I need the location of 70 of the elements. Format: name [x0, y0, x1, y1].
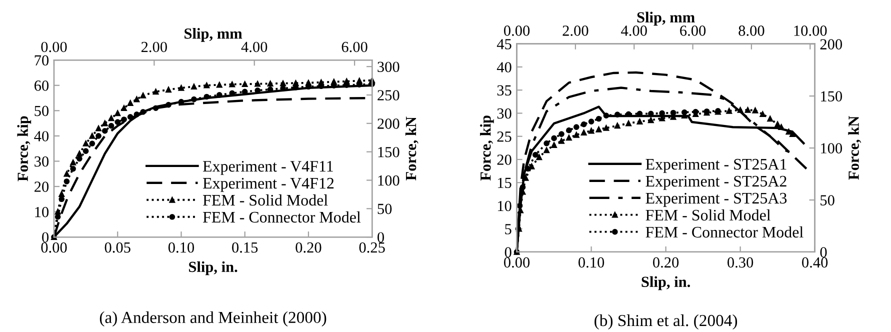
y-tick-label: 40 [34, 131, 49, 142]
legend-label: FEM - Connector Model [646, 226, 804, 238]
x2-tick-label: 8.00 [738, 26, 764, 36]
y-tick-label: 10 [35, 206, 49, 218]
y-tick-label: 20 [497, 154, 512, 165]
y-tick-label: 0 [42, 232, 49, 242]
y-tick-label: 20 [34, 182, 49, 192]
y-tick-label: 0 [504, 247, 512, 258]
y-tick-label: 15 [498, 178, 512, 188]
x-tick-label: 0.20 [296, 242, 322, 253]
y2-tick-label: 200 [378, 118, 400, 129]
y-tick-label: 30 [497, 108, 512, 119]
text: (a) Anderson and Meinheit (2000) [100, 311, 326, 326]
y-axis-title: Force, kip [17, 116, 32, 182]
legend-label: FEM - Solid Model [646, 209, 771, 221]
y2-axis-title: Force, kN [848, 116, 862, 180]
x-axis-title: Slip, in. [642, 276, 690, 290]
x-tick-label: 0.00 [41, 242, 67, 253]
x2-tick-label: 4.00 [241, 42, 268, 52]
x-tick-label: 0.10 [578, 257, 604, 268]
y-tick-label: 10 [498, 200, 512, 212]
y-tick-label: 50 [34, 106, 49, 116]
legend-label: Experiment - ST25A3 [646, 192, 787, 207]
y2-tick-label: 250 [378, 90, 400, 100]
x-tick-label: 0.30 [728, 257, 754, 268]
y-tick-label: 45 [496, 39, 512, 50]
legend-label: Experiment - ST25A2 [646, 176, 786, 190]
x2-axis-title: Slip, mm [637, 12, 695, 26]
legend-label: FEM - Solid Model [202, 194, 328, 206]
y2-tick-label: 50 [378, 204, 392, 214]
x-tick-label: 0.05 [104, 242, 130, 253]
x2-tick-label: 6.00 [342, 42, 368, 52]
y2-tick-label: 100 [821, 143, 842, 154]
y-tick-label: 60 [34, 80, 49, 91]
y2-axis-title: Force, kN [405, 116, 418, 180]
x-tick-label: 0.15 [232, 242, 258, 253]
x-tick-label: 0.40 [802, 257, 828, 268]
x2-tick-label: 6.00 [680, 26, 706, 36]
legend-label: Experiment - V4F12 [202, 178, 334, 192]
x2-axis-title: Slip, mm [184, 28, 242, 42]
y2-tick-label: 100 [378, 175, 400, 186]
y2-tick-label: 300 [378, 62, 400, 72]
y2-tick-label: 0 [820, 247, 827, 258]
y-tick-label: 40 [496, 62, 512, 72]
y2-tick-label: 0 [378, 232, 384, 242]
x-tick-label: 0.00 [504, 257, 530, 268]
y-tick-label: 70 [34, 55, 49, 66]
x2-tick-label: 0.00 [504, 26, 530, 36]
x2-tick-label: 2.00 [141, 42, 167, 52]
x-tick-label: 0.10 [168, 242, 194, 253]
x2-tick-label: 4.00 [621, 26, 647, 36]
y-tick-label: 5 [505, 224, 512, 234]
x-tick-label: 0.25 [359, 242, 385, 253]
text: (b) Shim et al. (2004) [594, 314, 738, 330]
y2-tick-label: 150 [821, 91, 842, 102]
x-axis-title: Slip, in. [189, 261, 238, 276]
x2-tick-label: 2.00 [562, 26, 588, 36]
y-tick-label: 25 [497, 132, 512, 142]
y-axis-title: Force, kip [480, 116, 494, 181]
y2-tick-label: 50 [820, 195, 834, 206]
y2-tick-label: 200 [820, 39, 842, 50]
legend-label: Experiment - ST25A1 [646, 158, 786, 173]
x-tick-label: 0.20 [653, 257, 679, 268]
legend-label: Experiment - V4F11 [202, 160, 333, 175]
y-tick-label: 35 [497, 85, 512, 96]
x2-tick-label: 0.00 [41, 42, 67, 52]
y2-tick-label: 150 [378, 146, 400, 158]
x2-tick-label: 10.00 [794, 26, 827, 36]
legend-label: FEM - Connector Model [202, 211, 361, 223]
y-tick-label: 30 [34, 156, 49, 167]
